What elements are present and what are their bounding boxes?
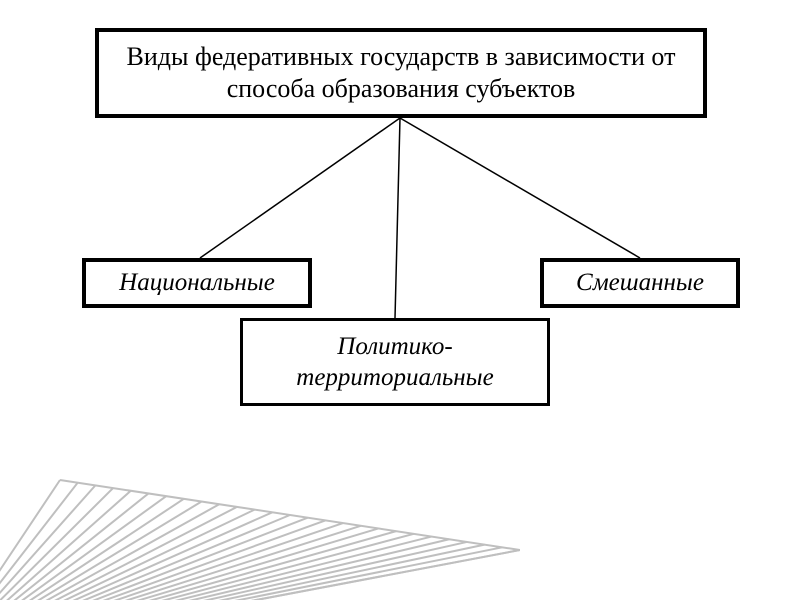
child-node-national: Национальные bbox=[82, 258, 312, 308]
child-node-national-label: Национальные bbox=[119, 267, 275, 298]
child-node-mixed-label: Смешанные bbox=[576, 267, 704, 298]
child-node-political-label: Политико-территориальные bbox=[255, 331, 535, 394]
child-node-mixed: Смешанные bbox=[540, 258, 740, 308]
hatch-lines bbox=[0, 480, 520, 600]
edge-root-political bbox=[395, 118, 400, 318]
hatched-wedge-decoration bbox=[0, 470, 520, 600]
edge-root-national bbox=[200, 118, 400, 258]
root-node: Виды федеративных государств в зависимос… bbox=[95, 28, 707, 118]
child-node-political: Политико-территориальные bbox=[240, 318, 550, 406]
root-node-label: Виды федеративных государств в зависимос… bbox=[111, 41, 691, 106]
edge-root-mixed bbox=[400, 118, 640, 258]
